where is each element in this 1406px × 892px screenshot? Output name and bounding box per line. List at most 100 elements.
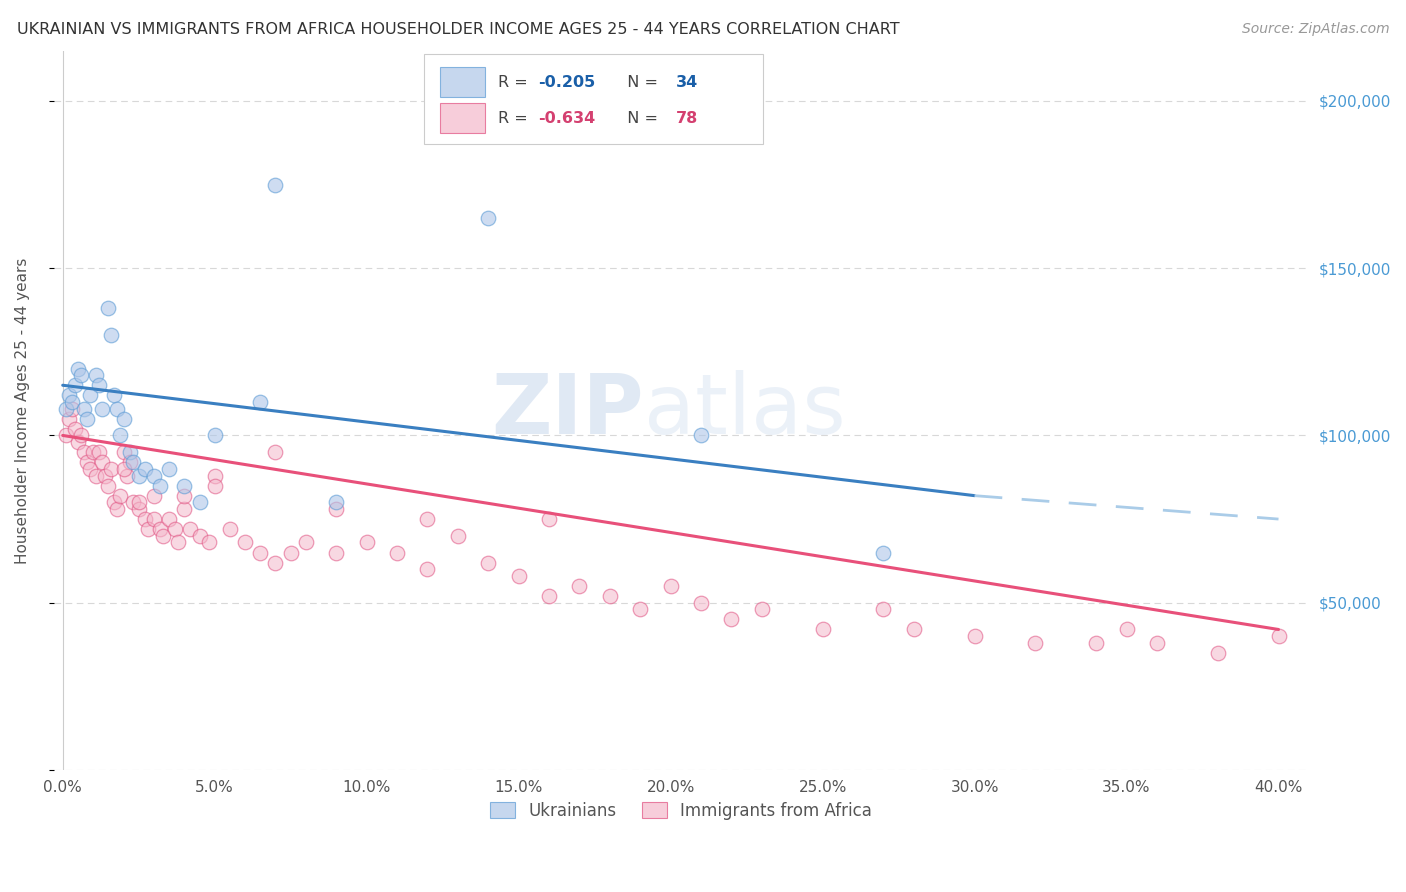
Point: [142, 489, 165, 503]
Point: [60, 401, 83, 416]
Point: [568, 579, 591, 593]
Point: [325, 495, 347, 509]
Point: [264, 556, 287, 570]
Point: [76, 455, 98, 469]
Point: [1206, 646, 1229, 660]
Point: [325, 545, 347, 559]
Point: [91, 455, 114, 469]
Point: [115, 468, 138, 483]
Point: [811, 623, 834, 637]
Point: [295, 535, 318, 549]
Point: [628, 602, 651, 616]
Point: [107, 502, 129, 516]
Point: [89, 445, 111, 459]
Point: [204, 468, 226, 483]
Y-axis label: Householder Income Ages 25 - 44 years: Householder Income Ages 25 - 44 years: [15, 257, 30, 564]
Point: [152, 529, 174, 543]
Text: 34: 34: [676, 75, 699, 90]
Point: [70, 428, 93, 442]
Point: [385, 545, 408, 559]
Point: [219, 522, 242, 536]
Point: [103, 388, 125, 402]
Point: [197, 535, 219, 549]
Point: [84, 468, 107, 483]
Point: [1115, 623, 1137, 637]
Point: [872, 602, 894, 616]
Point: [82, 445, 104, 459]
Point: [416, 562, 439, 576]
Point: [136, 522, 159, 536]
Point: [280, 545, 302, 559]
Point: [121, 455, 143, 469]
Point: [63, 378, 86, 392]
Point: [188, 529, 211, 543]
Point: [157, 512, 180, 526]
Point: [76, 411, 98, 425]
Point: [477, 556, 499, 570]
Point: [963, 629, 986, 643]
Text: R =: R =: [498, 75, 533, 90]
Text: Source: ZipAtlas.com: Source: ZipAtlas.com: [1241, 22, 1389, 37]
Point: [128, 502, 150, 516]
Point: [690, 596, 713, 610]
FancyBboxPatch shape: [425, 54, 763, 145]
Point: [1146, 636, 1168, 650]
Point: [165, 522, 187, 536]
Point: [447, 529, 470, 543]
Point: [66, 435, 89, 450]
Text: N =: N =: [617, 75, 664, 90]
Point: [157, 462, 180, 476]
Point: [60, 395, 83, 409]
FancyBboxPatch shape: [440, 103, 485, 134]
Point: [188, 495, 211, 509]
Point: [103, 495, 125, 509]
Point: [134, 462, 156, 476]
Text: 78: 78: [676, 111, 699, 126]
Point: [84, 368, 107, 383]
Point: [659, 579, 682, 593]
Point: [416, 512, 439, 526]
Point: [903, 623, 925, 637]
Point: [110, 428, 132, 442]
Point: [537, 589, 560, 603]
Point: [1024, 636, 1046, 650]
Point: [63, 422, 86, 436]
Legend: Ukrainians, Immigrants from Africa: Ukrainians, Immigrants from Africa: [484, 795, 879, 826]
Point: [142, 512, 165, 526]
Text: ZIP: ZIP: [491, 370, 644, 450]
Text: -0.205: -0.205: [538, 75, 595, 90]
Point: [173, 478, 195, 492]
Point: [173, 489, 195, 503]
Point: [118, 455, 141, 469]
Point: [128, 495, 150, 509]
Point: [1267, 629, 1289, 643]
Point: [55, 428, 77, 442]
Point: [264, 445, 287, 459]
Point: [79, 388, 101, 402]
Point: [325, 502, 347, 516]
Point: [112, 445, 135, 459]
Point: [100, 462, 122, 476]
Point: [66, 361, 89, 376]
Point: [142, 468, 165, 483]
Point: [233, 535, 256, 549]
Point: [58, 388, 80, 402]
Point: [204, 428, 226, 442]
Point: [128, 468, 150, 483]
Point: [121, 495, 143, 509]
Point: [173, 502, 195, 516]
Text: N =: N =: [617, 111, 664, 126]
Point: [73, 445, 96, 459]
FancyBboxPatch shape: [440, 67, 485, 97]
Point: [97, 301, 120, 316]
Point: [118, 445, 141, 459]
Point: [356, 535, 378, 549]
Point: [690, 428, 713, 442]
Point: [204, 478, 226, 492]
Point: [179, 522, 201, 536]
Point: [55, 401, 77, 416]
Point: [100, 328, 122, 343]
Point: [537, 512, 560, 526]
Text: UKRAINIAN VS IMMIGRANTS FROM AFRICA HOUSEHOLDER INCOME AGES 25 - 44 YEARS CORREL: UKRAINIAN VS IMMIGRANTS FROM AFRICA HOUS…: [17, 22, 900, 37]
Point: [477, 211, 499, 225]
